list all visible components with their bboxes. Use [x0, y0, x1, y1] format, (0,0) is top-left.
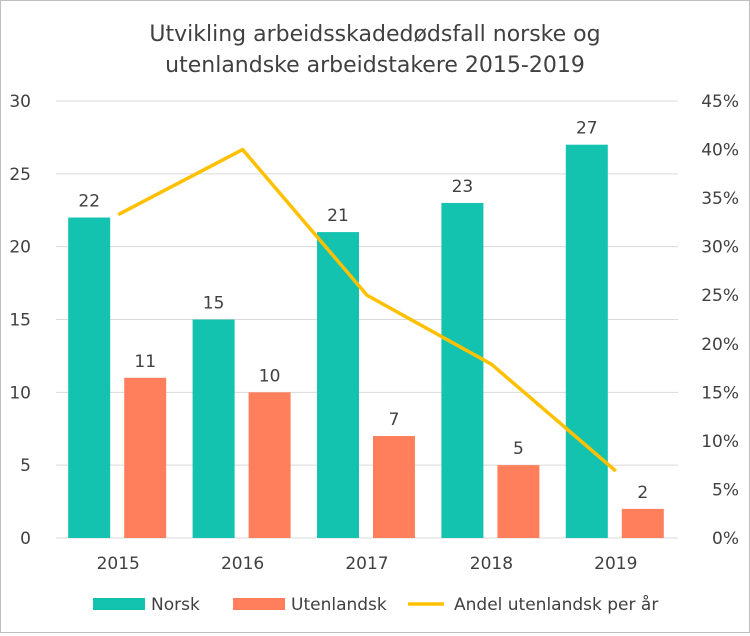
right-axis-tick-label: 35% [701, 189, 739, 209]
bar-data-label: 5 [513, 439, 524, 459]
bar-data-label: 7 [389, 410, 400, 430]
norsk-bar [68, 218, 110, 538]
bar-data-label: 23 [452, 177, 474, 197]
x-axis-tick-label: 2017 [345, 554, 388, 574]
right-axis-tick-label: 25% [701, 286, 739, 306]
x-axis-tick-label: 2018 [470, 554, 513, 574]
norsk-bar [441, 203, 483, 538]
right-axis-tick-label: 45% [701, 92, 739, 112]
right-axis-tick-label: 20% [701, 335, 739, 355]
right-axis-tick-label: 30% [701, 238, 739, 258]
bar-data-label: 21 [327, 206, 349, 226]
utenlandsk-bar [373, 436, 415, 538]
bar-data-label: 15 [203, 294, 225, 314]
legend-swatch-norsk [93, 598, 145, 610]
legend-label: Utenlandsk [291, 595, 387, 615]
norsk-bar [193, 320, 235, 539]
left-axis-tick-label: 5 [20, 456, 31, 476]
left-axis-tick-label: 15 [9, 311, 31, 331]
legend-label: Norsk [151, 595, 200, 615]
bar-data-label: 2 [637, 483, 648, 503]
legend-swatch-utenlandsk [233, 598, 285, 610]
left-axis-tick-label: 20 [9, 238, 31, 258]
chart-title-line: utenlandske arbeidstakere 2015-2019 [165, 53, 585, 78]
x-axis-tick-label: 2015 [97, 554, 140, 574]
left-axis-tick-label: 10 [9, 383, 31, 403]
left-axis-tick-label: 25 [9, 165, 31, 185]
utenlandsk-bar [249, 392, 291, 538]
right-axis-tick-label: 40% [701, 141, 739, 161]
bar-data-label: 27 [576, 119, 598, 139]
right-axis-tick-label: 10% [701, 432, 739, 452]
x-axis-tick-label: 2019 [594, 554, 637, 574]
utenlandsk-bar [622, 509, 664, 538]
legend-label: Andel utenlandsk per år [454, 594, 658, 615]
utenlandsk-bar [497, 465, 539, 538]
right-axis-tick-label: 5% [712, 480, 739, 500]
right-axis-tick-label: 15% [701, 383, 739, 403]
bar-data-label: 11 [134, 352, 156, 372]
norsk-bar [566, 145, 608, 538]
x-axis-tick-label: 2016 [221, 554, 264, 574]
utenlandsk-bar [124, 378, 166, 538]
bar-data-label: 10 [259, 366, 281, 386]
left-axis-tick-label: 0 [20, 529, 31, 549]
bar-data-label: 22 [78, 192, 100, 212]
left-axis-tick-label: 30 [9, 92, 31, 112]
chart-title-line: Utvikling arbeidsskadedødsfall norske og [149, 22, 600, 47]
right-axis-tick-label: 0% [712, 529, 739, 549]
